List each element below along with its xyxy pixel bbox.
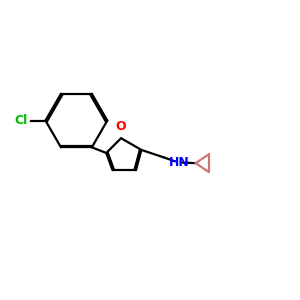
Text: HN: HN [168, 156, 189, 169]
Text: Cl: Cl [15, 114, 28, 127]
Text: O: O [116, 120, 126, 133]
